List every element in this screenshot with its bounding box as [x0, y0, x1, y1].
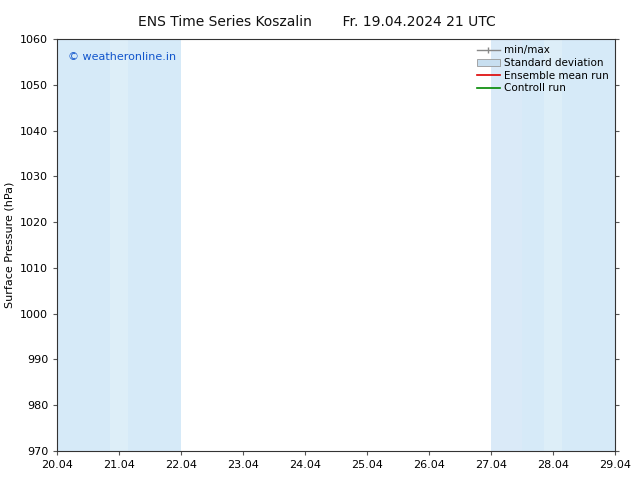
Text: ENS Time Series Koszalin       Fr. 19.04.2024 21 UTC: ENS Time Series Koszalin Fr. 19.04.2024 … — [138, 15, 496, 29]
Bar — [544, 39, 562, 451]
Bar — [491, 39, 522, 451]
Y-axis label: Surface Pressure (hPa): Surface Pressure (hPa) — [4, 182, 15, 308]
Bar — [110, 39, 128, 451]
Bar — [491, 39, 615, 451]
Text: © weatheronline.in: © weatheronline.in — [68, 51, 176, 62]
Bar — [57, 39, 181, 451]
Legend: min/max, Standard deviation, Ensemble mean run, Controll run: min/max, Standard deviation, Ensemble me… — [473, 41, 613, 98]
